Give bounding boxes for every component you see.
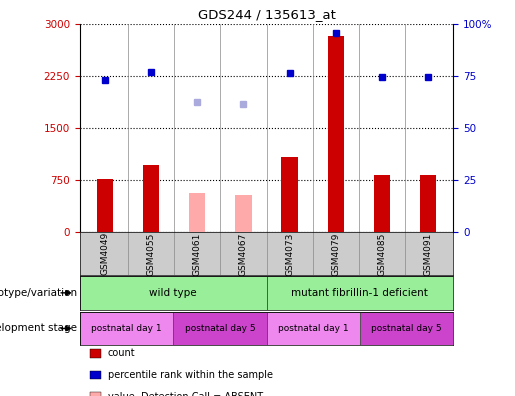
Bar	[374, 175, 390, 232]
Bar	[173, 312, 267, 345]
Text: count: count	[108, 348, 135, 358]
Bar	[235, 195, 251, 232]
Bar	[80, 312, 173, 345]
Text: GSM4091: GSM4091	[423, 232, 433, 276]
Text: GSM4055: GSM4055	[147, 232, 156, 276]
Title: GDS244 / 135613_at: GDS244 / 135613_at	[198, 8, 335, 21]
Text: value, Detection Call = ABSENT: value, Detection Call = ABSENT	[108, 392, 263, 396]
Text: GSM4079: GSM4079	[331, 232, 340, 276]
Text: postnatal day 1: postnatal day 1	[91, 324, 162, 333]
Text: development stage: development stage	[0, 324, 77, 333]
Text: postnatal day 5: postnatal day 5	[184, 324, 255, 333]
Text: GSM4061: GSM4061	[193, 232, 202, 276]
Bar	[282, 157, 298, 232]
Text: mutant fibrillin-1 deficient: mutant fibrillin-1 deficient	[291, 288, 428, 298]
Text: GSM4073: GSM4073	[285, 232, 294, 276]
Text: GSM4067: GSM4067	[239, 232, 248, 276]
Bar	[80, 276, 267, 310]
Bar	[190, 193, 205, 232]
Text: GSM4049: GSM4049	[100, 232, 110, 276]
Bar	[97, 179, 113, 232]
Text: genotype/variation: genotype/variation	[0, 288, 77, 298]
Bar	[328, 36, 344, 232]
Bar	[360, 312, 453, 345]
Bar	[267, 312, 360, 345]
Text: wild type: wild type	[149, 288, 197, 298]
Text: postnatal day 5: postnatal day 5	[371, 324, 442, 333]
Text: postnatal day 1: postnatal day 1	[278, 324, 349, 333]
Bar	[143, 165, 159, 232]
Bar	[420, 175, 436, 232]
Text: GSM4085: GSM4085	[377, 232, 386, 276]
Text: percentile rank within the sample: percentile rank within the sample	[108, 370, 272, 380]
Bar	[267, 276, 453, 310]
